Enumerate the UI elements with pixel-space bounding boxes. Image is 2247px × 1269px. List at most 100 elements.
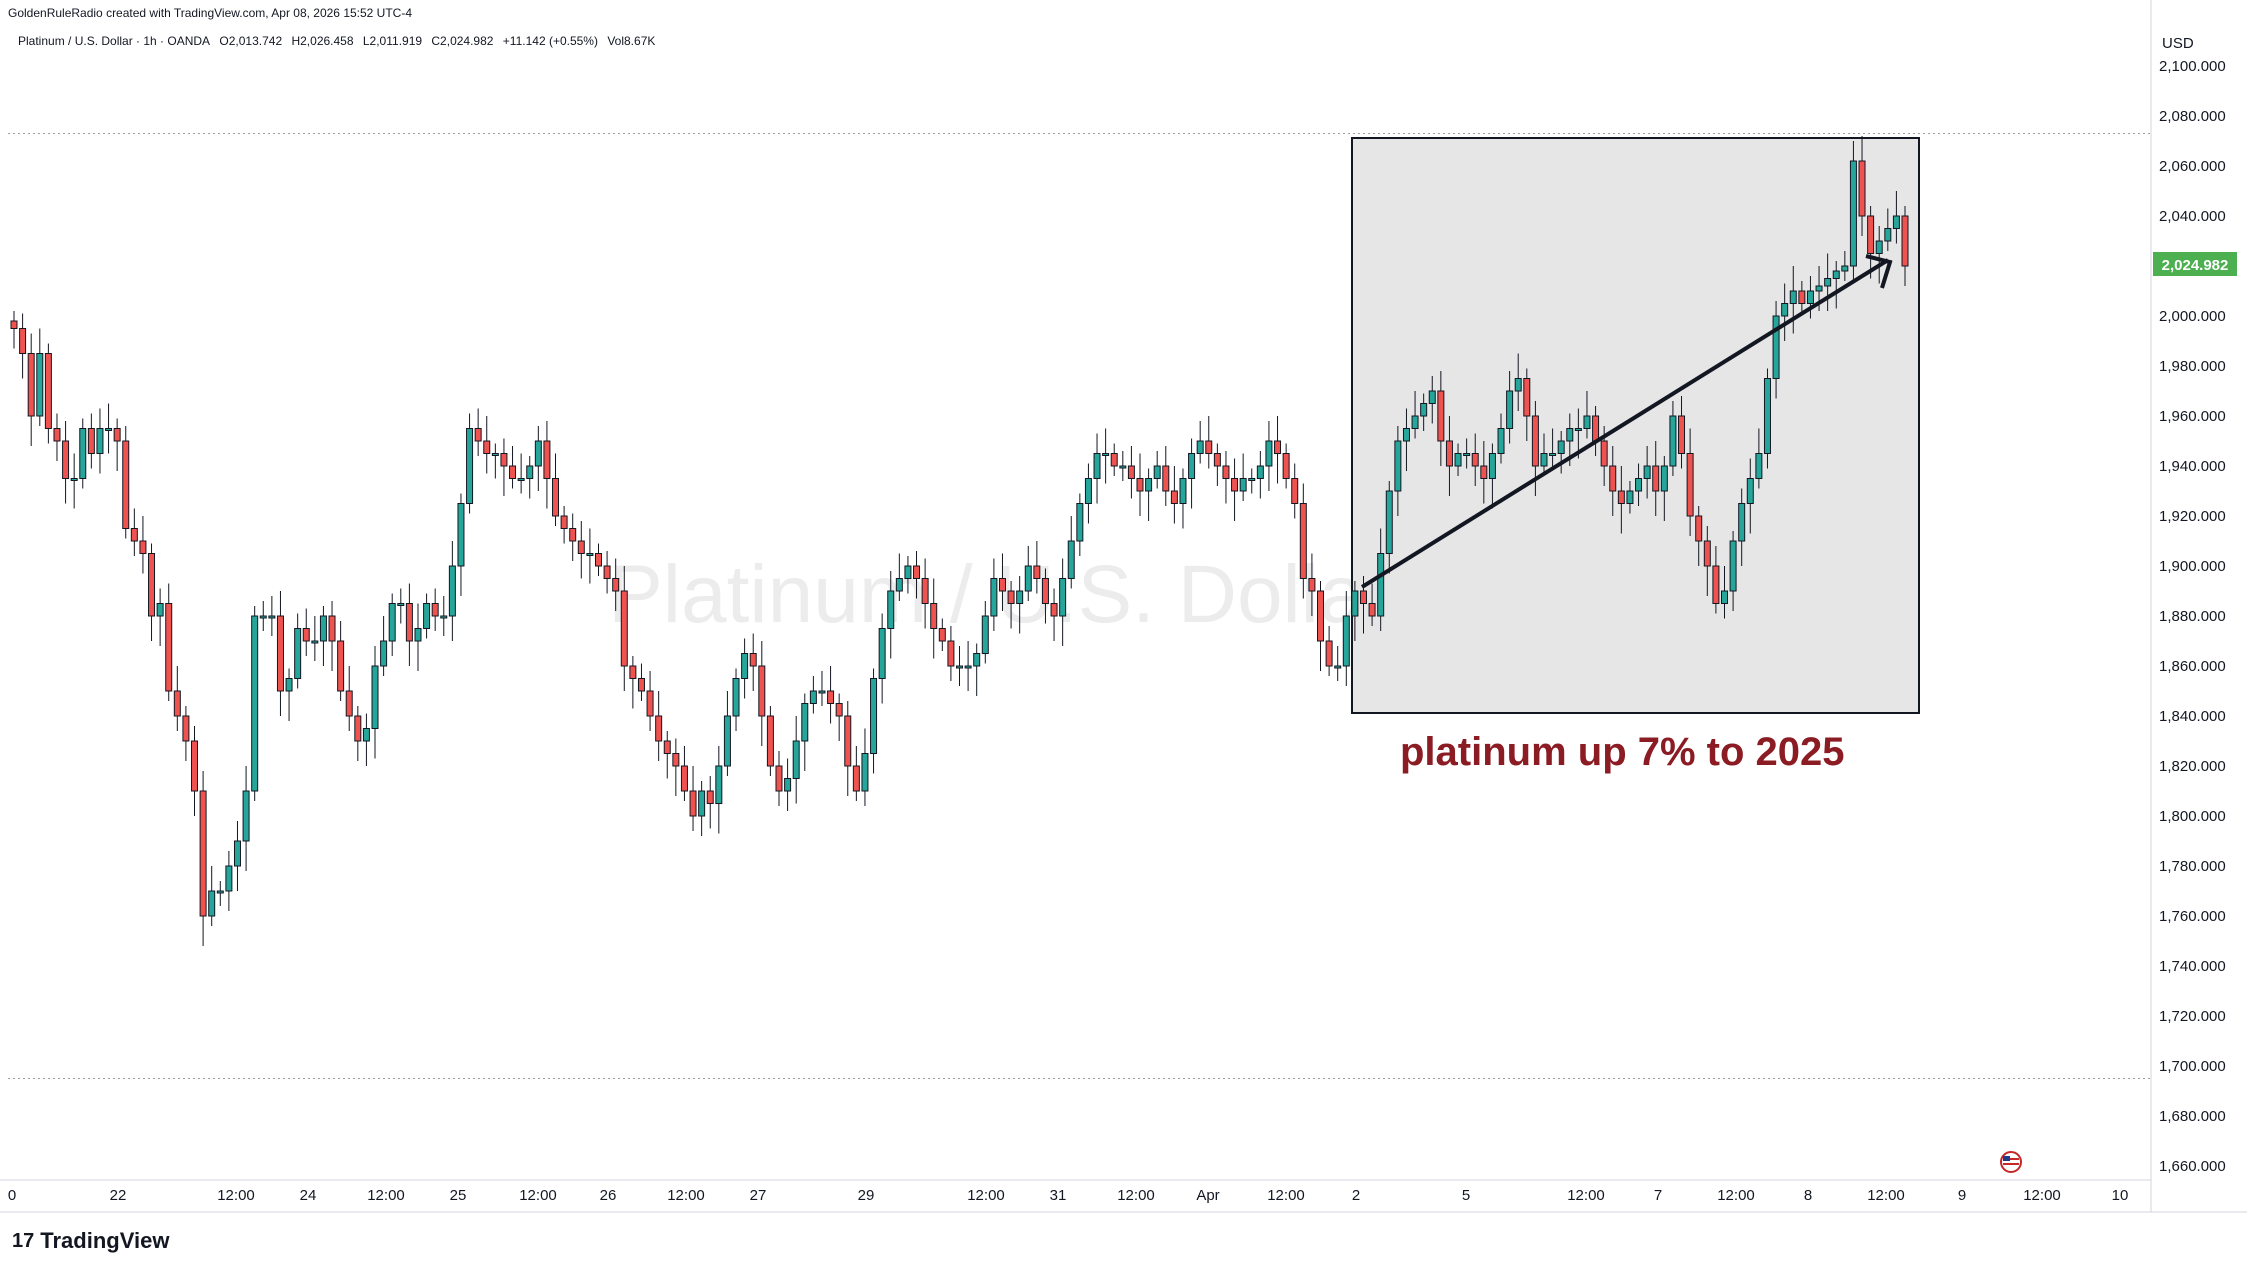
- candle: [36, 328, 44, 426]
- trend-arrow[interactable]: [1360, 258, 1890, 589]
- candle-body: [818, 690, 826, 694]
- candle-body: [1179, 478, 1187, 504]
- candle-body: [543, 440, 551, 479]
- candle-body: [1884, 228, 1892, 242]
- candle-body: [182, 715, 190, 742]
- candle: [870, 668, 878, 774]
- candle-body: [1574, 428, 1582, 431]
- candle: [1308, 553, 1316, 616]
- candle: [749, 633, 757, 691]
- candle: [1463, 438, 1471, 469]
- tradingview-brand[interactable]: 17 TradingView: [12, 1228, 169, 1254]
- candle: [79, 418, 87, 489]
- candle-body: [1188, 453, 1196, 479]
- candle: [552, 453, 560, 526]
- candle: [1377, 528, 1385, 631]
- x-tick-label: 12:00: [2023, 1187, 2061, 1204]
- x-tick-label: 29: [858, 1187, 875, 1204]
- candle: [1016, 576, 1024, 634]
- candle: [1127, 446, 1135, 499]
- candle: [637, 663, 645, 701]
- candle: [448, 541, 456, 641]
- candle: [655, 691, 663, 761]
- candle: [156, 588, 164, 646]
- candle: [1703, 526, 1711, 596]
- candle: [1738, 488, 1746, 566]
- candle-body: [1231, 478, 1239, 492]
- candle: [775, 751, 783, 806]
- candle-body: [1824, 278, 1832, 287]
- candle: [1583, 391, 1591, 439]
- candle: [431, 588, 439, 631]
- candle: [1170, 466, 1178, 524]
- symbol-name[interactable]: Platinum / U.S. Dollar · 1h · OANDA: [18, 34, 211, 48]
- x-tick-label: 8: [1804, 1187, 1812, 1204]
- candle: [1402, 408, 1410, 471]
- candle-body: [208, 890, 216, 917]
- candle: [1781, 283, 1789, 341]
- candle-body: [44, 353, 52, 429]
- candle-body: [199, 790, 207, 917]
- candle: [818, 671, 826, 706]
- candle-body: [990, 578, 998, 617]
- x-tick-label: 22: [110, 1187, 127, 1204]
- candle-body: [1351, 590, 1359, 617]
- candle-body: [1626, 490, 1634, 504]
- time-axis: 0 22 12:00 24 12:00 25 12:00 26 12:00 27 29 12:00 31…: [8, 1187, 2129, 1204]
- candle: [70, 453, 78, 509]
- candle-body: [672, 753, 680, 767]
- candle-body: [354, 715, 362, 742]
- candle-body: [594, 553, 602, 567]
- candle-body: [1789, 290, 1797, 304]
- candle-body: [973, 653, 981, 667]
- candle-body: [1084, 478, 1092, 504]
- candle-body: [956, 665, 963, 669]
- candle: [603, 551, 611, 594]
- candle-body: [1488, 453, 1496, 479]
- y-tick-label: 1,720.000: [2159, 1008, 2226, 1025]
- candle: [947, 626, 955, 681]
- candle: [483, 416, 491, 474]
- candle-body: [509, 465, 517, 479]
- candle: [723, 691, 731, 776]
- highlight-box[interactable]: [1351, 137, 1920, 714]
- candle: [182, 706, 190, 761]
- candle: [904, 556, 912, 594]
- candle: [990, 558, 998, 631]
- candle-body: [148, 553, 156, 617]
- candle-body: [251, 615, 259, 792]
- candle: [216, 881, 224, 906]
- candle-body: [1549, 453, 1557, 456]
- close-value: C2,024.982: [431, 34, 494, 48]
- x-tick-label: 12:00: [667, 1187, 705, 1204]
- chart-grid: [8, 133, 2151, 1079]
- candle: [1686, 428, 1694, 536]
- candle: [1635, 463, 1643, 506]
- candle-body: [423, 603, 431, 629]
- candle-body: [491, 453, 499, 456]
- candle-body: [36, 353, 44, 417]
- candle: [285, 668, 293, 721]
- candle-body: [689, 790, 697, 817]
- candle: [1084, 463, 1092, 524]
- candle-body: [448, 565, 456, 617]
- candle-body: [276, 615, 284, 692]
- y-tick-label: 1,920.000: [2159, 508, 2226, 525]
- y-tick-label: 2,040.000: [2159, 208, 2226, 225]
- x-tick-label: 12:00: [1717, 1187, 1755, 1204]
- candle: [139, 516, 147, 574]
- us-flag-icon[interactable]: [2000, 1151, 2022, 1173]
- candle-body: [766, 715, 774, 767]
- candle: [1789, 266, 1797, 334]
- candle-body: [758, 665, 766, 717]
- candle: [371, 646, 379, 759]
- candle: [27, 333, 35, 446]
- candle-body: [362, 728, 370, 742]
- candle-body: [483, 440, 491, 454]
- candle-body: [1557, 440, 1565, 454]
- x-tick-label: 10: [2112, 1187, 2129, 1204]
- change-value: +11.142 (+0.55%): [502, 34, 598, 48]
- candle: [1076, 493, 1084, 556]
- candle: [689, 766, 697, 831]
